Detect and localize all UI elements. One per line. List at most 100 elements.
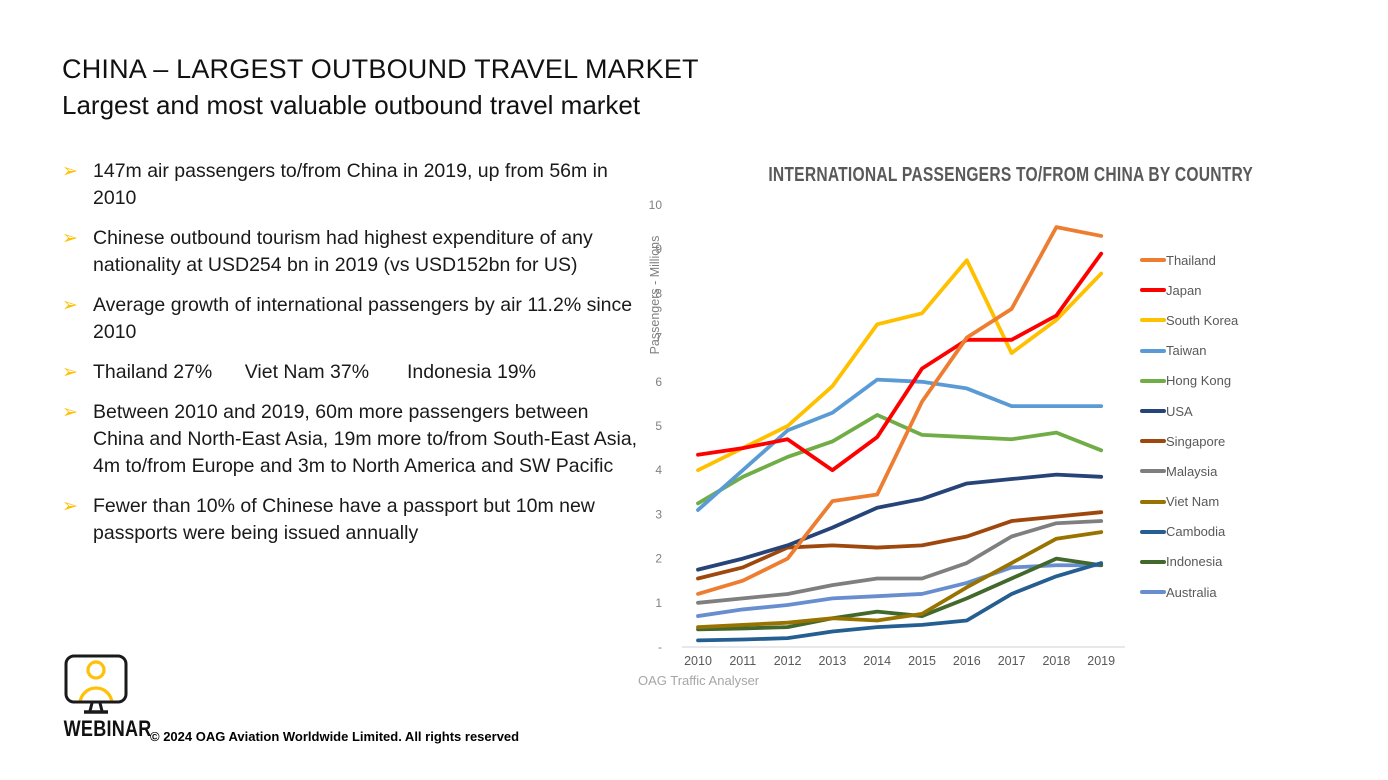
legend-item: South Korea [1140, 305, 1255, 335]
line-chart: INTERNATIONAL PASSENGERS TO/FROM CHINA B… [620, 160, 1260, 720]
legend-swatch-icon [1140, 318, 1166, 323]
series-line-thailand [696, 225, 1104, 596]
legend-swatch-icon [1140, 469, 1166, 474]
series-line-australia [696, 563, 1104, 618]
bullet-text: Average growth of international passenge… [93, 294, 638, 343]
legend-label: Cambodia [1166, 524, 1226, 540]
copyright-text: © 2024 OAG Aviation Worldwide Limited. A… [150, 729, 520, 744]
series-line-malaysia [696, 519, 1104, 605]
legend-label: Taiwan [1166, 343, 1207, 359]
x-tick-label: 2013 [818, 654, 846, 668]
series-line-hong-kong [696, 413, 1104, 506]
legend-label: Australia [1166, 584, 1217, 600]
arrow-bullet-icon: ➢ [62, 496, 78, 517]
legend-swatch-icon [1140, 258, 1166, 263]
series-line-south-korea [696, 258, 1104, 473]
y-axis-title: Passengers - Millions [648, 235, 662, 355]
series-line-japan [696, 251, 1104, 473]
bullet-text: Between 2010 and 2019, 60m more passenge… [93, 401, 643, 477]
bullet-item: ➢ Average growth of international passen… [62, 292, 642, 346]
bullet-text: 147m air passengers to/from China in 201… [93, 160, 614, 209]
legend-item: Indonesia [1140, 547, 1255, 577]
x-tick-label: 2014 [863, 654, 891, 668]
legend-swatch-icon [1140, 529, 1166, 534]
legend-item: USA [1140, 396, 1255, 426]
series-line-usa [696, 472, 1104, 572]
arrow-bullet-icon: ➢ [62, 362, 78, 383]
x-tick-label: 2018 [1042, 654, 1070, 668]
bullet-item: ➢ Fewer than 10% of Chinese have a passp… [62, 493, 642, 547]
legend-label: Malaysia [1166, 463, 1218, 479]
bullet-text: Fewer than 10% of Chinese have a passpor… [93, 495, 601, 544]
y-tick-label: 8 [655, 286, 662, 300]
series-line-singapore [696, 510, 1104, 581]
legend-item: Japan [1140, 275, 1255, 305]
legend-swatch-icon [1140, 559, 1166, 564]
legend-label: Hong Kong [1166, 373, 1232, 389]
bullet-list: ➢ 147m air passengers to/from China in 2… [62, 158, 642, 560]
arrow-bullet-icon: ➢ [62, 295, 78, 316]
chart-source-note: OAG Traffic Analyser [638, 673, 760, 688]
legend-swatch-icon [1140, 378, 1166, 383]
y-tick-label: 4 [655, 463, 662, 477]
legend-label: Japan [1166, 282, 1202, 298]
x-tick-label: 2015 [908, 654, 936, 668]
series-line-taiwan [696, 377, 1104, 512]
bullet-item: ➢ Between 2010 and 2019, 60m more passen… [62, 399, 642, 480]
x-tick-label: 2016 [953, 654, 981, 668]
bullet-item: ➢ Chinese outbound tourism had highest e… [62, 225, 642, 279]
y-tick-label: 6 [655, 375, 662, 389]
x-tick-label: 2017 [998, 654, 1026, 668]
chart-plot-area: 10 9 8 7 6 5 4 3 2 1 - 2010 2011 2012 2013 2014 2015 2016… [649, 198, 1125, 668]
page-subtitle: Largest and most valuable outbound trave… [62, 90, 641, 120]
arrow-bullet-icon: ➢ [62, 402, 78, 423]
legend-item: Thailand [1140, 245, 1255, 275]
series-line-cambodia [696, 561, 1104, 643]
chart-title: INTERNATIONAL PASSENGERS TO/FROM CHINA B… [768, 164, 1254, 186]
legend-item: Taiwan [1140, 336, 1255, 366]
legend-swatch-icon [1140, 348, 1166, 353]
legend-label: Singapore [1166, 433, 1226, 449]
y-tick-label: 9 [655, 242, 662, 256]
y-tick-label: 1 [655, 596, 662, 610]
bullet-item: ➢ Thailand 27% Viet Nam 37% Indonesia 19… [62, 359, 642, 386]
legend-label: Viet Nam [1166, 494, 1220, 510]
series-line-indonesia [696, 556, 1104, 632]
y-tick-label: 10 [649, 198, 663, 212]
legend-swatch-icon [1140, 590, 1166, 595]
page-title: CHINA – LARGEST OUTBOUND TRAVEL MARKET [62, 54, 699, 84]
series-line-viet-nam [696, 530, 1104, 630]
arrow-bullet-icon: ➢ [62, 161, 78, 182]
legend-item: Singapore [1140, 426, 1255, 456]
x-tick-label: 2012 [774, 654, 802, 668]
webinar-logo-icon [64, 654, 128, 714]
bullet-text: Chinese outbound tourism had highest exp… [93, 227, 599, 276]
y-tick-label: 2 [655, 552, 662, 566]
legend-label: South Korea [1166, 312, 1239, 328]
legend-label: USA [1166, 403, 1193, 419]
x-tick-label: 2011 [729, 654, 756, 668]
legend-swatch-icon [1140, 288, 1166, 293]
legend-label: Thailand [1166, 252, 1216, 268]
y-tick-label: 5 [655, 419, 662, 433]
y-tick-label: - [658, 640, 662, 654]
legend-swatch-icon [1140, 499, 1166, 504]
arrow-bullet-icon: ➢ [62, 228, 78, 249]
legend-item: Hong Kong [1140, 366, 1255, 396]
webinar-brand-label: WEBINAR [63, 716, 152, 741]
bullet-item: ➢ 147m air passengers to/from China in 2… [62, 158, 642, 212]
bullet-text: Thailand 27% Viet Nam 37% Indonesia 19% [93, 361, 536, 383]
legend-item: Australia [1140, 577, 1255, 607]
legend-item: Cambodia [1140, 517, 1255, 547]
x-tick-label: 2010 [684, 654, 712, 668]
legend-label: Indonesia [1166, 554, 1223, 570]
legend-swatch-icon [1140, 409, 1166, 414]
y-tick-label: 3 [655, 507, 662, 521]
legend-swatch-icon [1140, 439, 1166, 444]
chart-legend: Thailand Japan South Korea Taiwan Hong Kong U… [1140, 245, 1255, 607]
legend-item: Malaysia [1140, 456, 1255, 486]
x-tick-label: 2019 [1087, 654, 1115, 668]
y-tick-label: 7 [655, 331, 662, 345]
legend-item: Viet Nam [1140, 487, 1255, 517]
